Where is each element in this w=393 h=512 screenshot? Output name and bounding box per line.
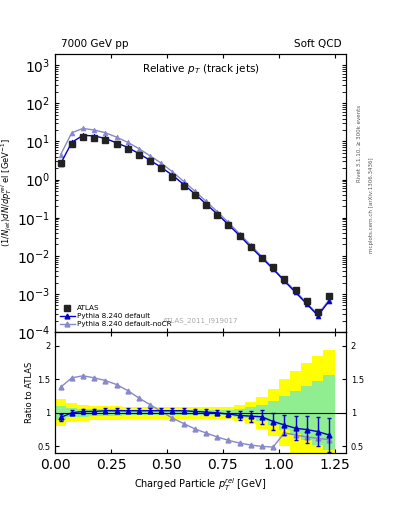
Text: Relative $p_{T}$ (track jets): Relative $p_{T}$ (track jets): [141, 62, 259, 76]
Y-axis label: $(1/N_{jet})dN/dp^{rel}_{T}$ el [GeV$^{-1}$]: $(1/N_{jet})dN/dp^{rel}_{T}$ el [GeV$^{-…: [0, 138, 14, 247]
Text: mcplots.cern.ch [arXiv:1306.3436]: mcplots.cern.ch [arXiv:1306.3436]: [369, 157, 374, 252]
Legend: ATLAS, Pythia 8.240 default, Pythia 8.240 default-noCR: ATLAS, Pythia 8.240 default, Pythia 8.24…: [59, 304, 173, 329]
Text: Rivet 3.1.10, ≥ 300k events: Rivet 3.1.10, ≥ 300k events: [357, 105, 362, 182]
X-axis label: Charged Particle $p^{rel}_{T}$ [GeV]: Charged Particle $p^{rel}_{T}$ [GeV]: [134, 476, 266, 493]
Text: 7000 GeV pp: 7000 GeV pp: [61, 38, 129, 49]
Y-axis label: Ratio to ATLAS: Ratio to ATLAS: [25, 362, 34, 423]
Text: ATLAS_2011_I919017: ATLAS_2011_I919017: [163, 317, 238, 324]
Text: Soft QCD: Soft QCD: [294, 38, 342, 49]
